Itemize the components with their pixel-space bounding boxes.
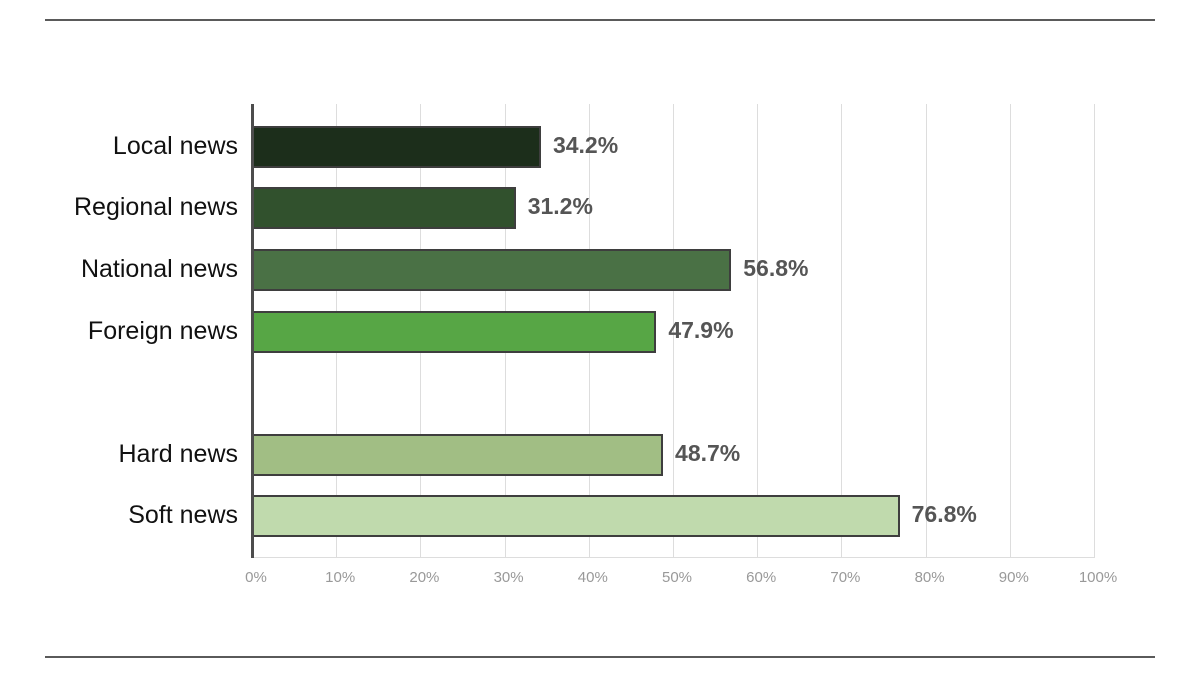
bar-national-news (252, 249, 732, 291)
bar-regional-news (252, 187, 516, 229)
bar-hard-news (252, 434, 664, 476)
x-tick-label: 70% (830, 569, 861, 586)
value-label: 47.9% (668, 317, 734, 343)
x-tick-label: 50% (661, 569, 693, 586)
value-label: 34.2% (552, 132, 619, 158)
x-tick-label: 90% (998, 569, 1029, 586)
x-tick-label: 20% (409, 569, 440, 586)
grid-line (841, 104, 842, 558)
grid-line (757, 104, 758, 558)
x-axis-line (252, 557, 1095, 558)
value-label: 56.8% (743, 255, 809, 281)
x-tick-label: 30% (493, 569, 524, 586)
category-label: National news (80, 255, 238, 283)
x-tick-label: 10% (325, 569, 356, 586)
category-label: Regional news (74, 193, 238, 221)
category-label: Soft news (128, 501, 238, 529)
x-tick-label: 60% (746, 569, 777, 586)
category-label: Local news (112, 132, 238, 160)
x-tick-label: 40% (577, 569, 608, 586)
x-tick-label: 0% (245, 569, 267, 586)
bottom-rule (45, 656, 1155, 658)
category-label: Foreign news (87, 317, 238, 345)
y-axis-line (251, 104, 254, 558)
grid-line (926, 104, 927, 558)
bar-soft-news (252, 495, 900, 537)
category-label: Hard news (118, 440, 239, 468)
value-label: 76.8% (911, 501, 977, 527)
bar-foreign-news (252, 311, 657, 353)
grid-line (673, 104, 674, 558)
value-label: 48.7% (675, 440, 741, 466)
x-tick-label: 100% (1078, 569, 1118, 586)
top-rule (45, 19, 1155, 21)
value-label: 31.2% (527, 193, 593, 219)
bar-local-news (252, 126, 541, 168)
grid-line (1094, 104, 1095, 558)
x-tick-label: 80% (914, 569, 945, 586)
grid-line (1010, 104, 1011, 558)
